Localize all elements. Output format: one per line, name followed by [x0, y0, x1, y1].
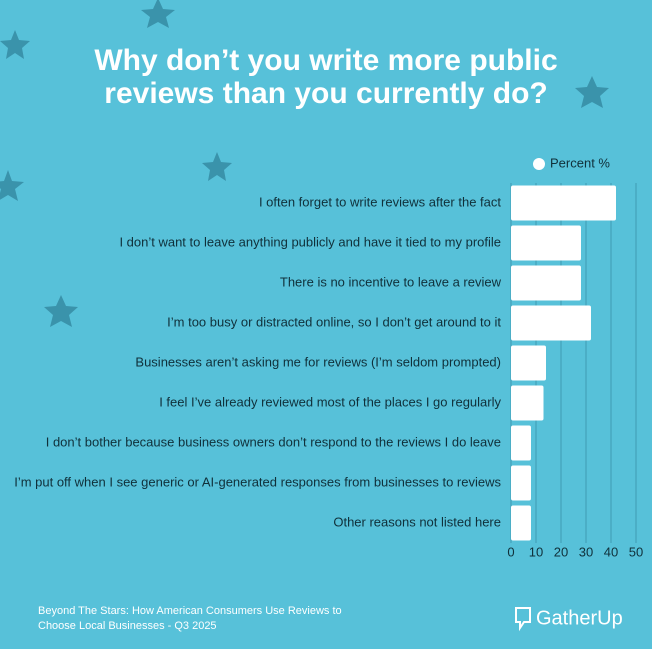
- legend-marker: [533, 158, 545, 170]
- bar: [511, 265, 581, 301]
- y-tick-label: There is no incentive to leave a review: [280, 274, 502, 289]
- footer-line: Choose Local Businesses - Q3 2025: [38, 620, 217, 632]
- y-tick-label: I don’t bother because business owners d…: [46, 434, 501, 449]
- footer-line: Beyond The Stars: How American Consumers…: [38, 605, 342, 617]
- x-tick-label: 50: [629, 544, 643, 559]
- y-tick-label: I feel I’ve already reviewed most of the…: [159, 394, 501, 409]
- y-tick-label: I’m put off when I see generic or AI-gen…: [14, 474, 501, 489]
- title-line: reviews than you currently do?: [104, 77, 547, 110]
- y-tick-label: I don’t want to leave anything publicly …: [119, 234, 501, 249]
- y-tick-label: I’m too busy or distracted online, so I …: [167, 314, 501, 329]
- logo-icon: [515, 607, 531, 632]
- x-tick-label: 10: [529, 544, 543, 559]
- bar: [511, 465, 531, 501]
- y-tick-label: Other reasons not listed here: [333, 514, 501, 529]
- x-tick-label: 30: [579, 544, 593, 559]
- x-tick-label: 20: [554, 544, 568, 559]
- bar: [511, 385, 544, 421]
- x-tick-label: 0: [507, 544, 514, 559]
- bar: [511, 225, 581, 261]
- y-tick-label: Businesses aren’t asking me for reviews …: [135, 354, 501, 369]
- bar: [511, 305, 591, 341]
- bar: [511, 425, 531, 461]
- legend-label: Percent %: [550, 155, 610, 170]
- title-line: Why don’t you write more public: [94, 44, 557, 77]
- bar: [511, 505, 531, 541]
- y-tick-label: I often forget to write reviews after th…: [259, 194, 501, 209]
- bar: [511, 185, 616, 221]
- bar: [511, 345, 546, 381]
- logo: GatherUp: [515, 607, 623, 632]
- x-tick-label: 40: [604, 544, 618, 559]
- decorative-stars: [0, 0, 609, 327]
- logo-text: GatherUp: [536, 607, 623, 629]
